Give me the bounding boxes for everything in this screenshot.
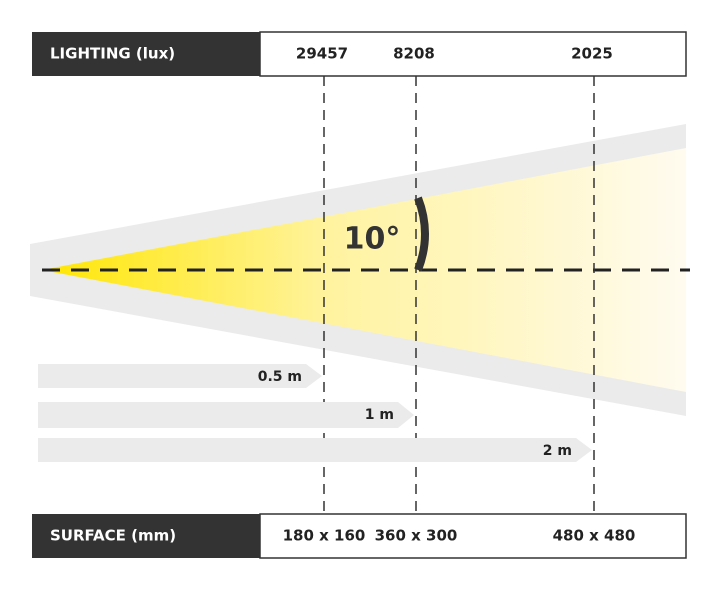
surface-value: 360 x 300 bbox=[375, 527, 458, 545]
angle-arc bbox=[414, 196, 429, 272]
surface-label: SURFACE (mm) bbox=[50, 527, 176, 545]
values-cell bbox=[259, 31, 687, 77]
distance-label: 0.5 m bbox=[258, 369, 302, 385]
surface-value: 480 x 480 bbox=[553, 527, 636, 545]
lux-value: 2025 bbox=[571, 45, 613, 63]
distance-label: 1 m bbox=[365, 407, 394, 423]
lux-value: 8208 bbox=[393, 45, 435, 63]
arrow bbox=[38, 402, 414, 428]
header-cell bbox=[32, 514, 260, 558]
angle-label: 10° bbox=[344, 222, 401, 257]
lighting-label: LIGHTING (lux) bbox=[50, 45, 175, 63]
header-cell bbox=[32, 32, 260, 76]
arrow bbox=[38, 364, 322, 388]
lux-value: 29457 bbox=[296, 45, 348, 63]
distance-label: 2 m bbox=[543, 443, 572, 459]
values-cell bbox=[259, 513, 687, 559]
surface-value: 180 x 160 bbox=[283, 527, 366, 545]
arrow bbox=[38, 438, 592, 462]
